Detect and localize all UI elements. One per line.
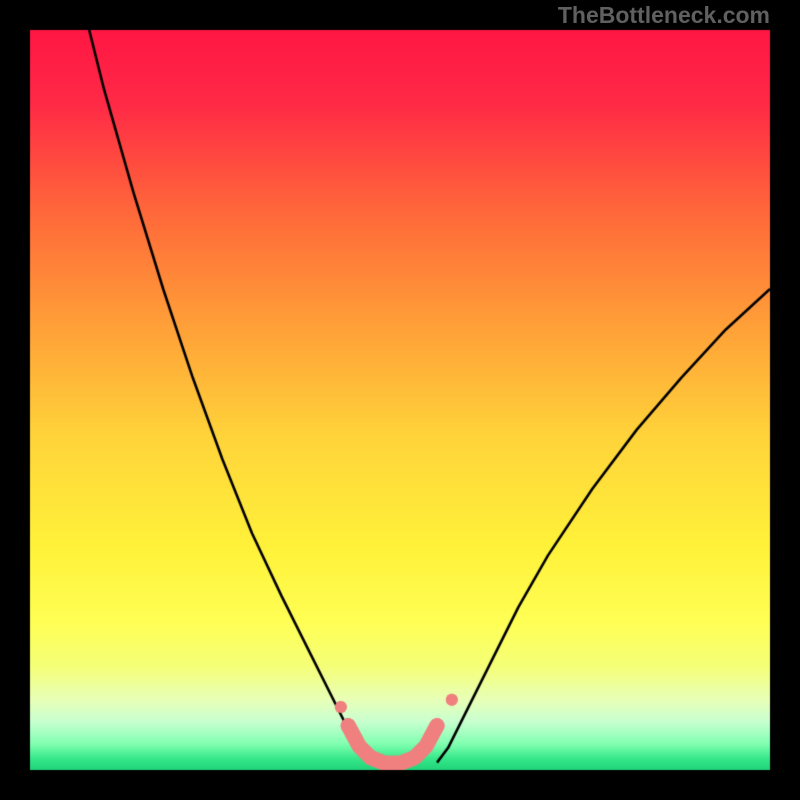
bottleneck-chart bbox=[0, 0, 800, 800]
watermark-text: TheBottleneck.com bbox=[558, 2, 770, 29]
